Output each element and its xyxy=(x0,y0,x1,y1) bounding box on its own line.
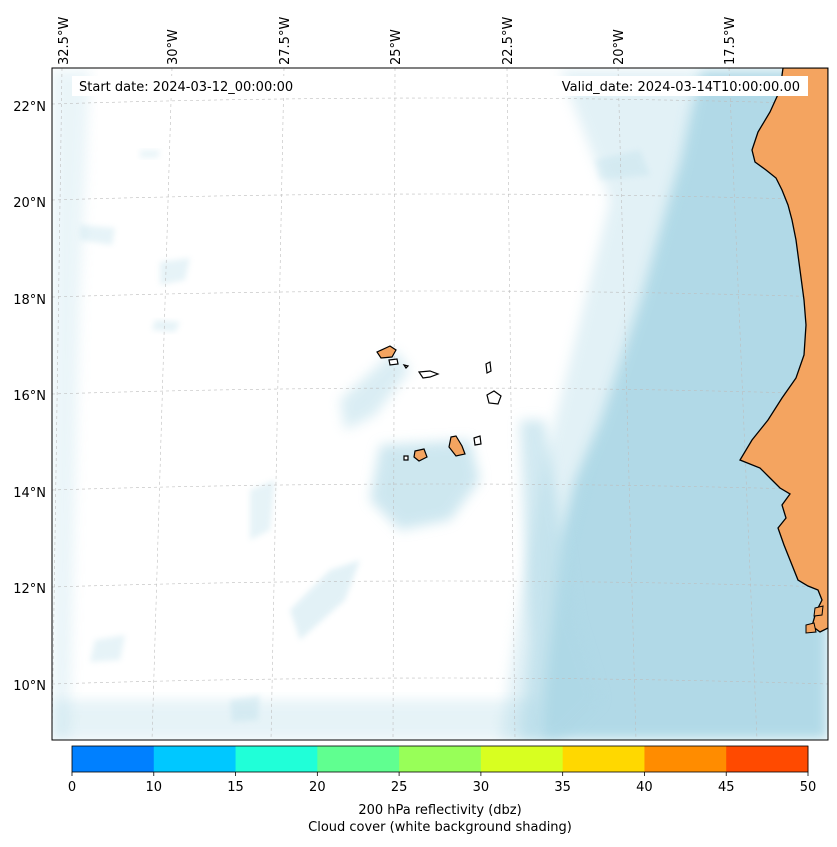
colorbar-outline xyxy=(71,745,809,773)
colorbar-tick-label: 35 xyxy=(554,780,571,795)
colorbar-tick-label: 30 xyxy=(473,780,490,795)
lon-label: 17.5°W xyxy=(723,17,738,65)
colorbar-label: 200 hPa reflectivity (dbz) xyxy=(358,803,521,818)
map-border xyxy=(51,67,829,741)
cloud-plume-northwest xyxy=(340,350,410,430)
lon-label: 22.5°W xyxy=(501,17,516,65)
island-sao-nicolau xyxy=(417,370,440,379)
lat-label: 10°N xyxy=(13,679,46,694)
africa-coast-island-1 xyxy=(813,605,824,617)
colorbar-tick-label: 50 xyxy=(800,780,817,795)
island-boa-vista xyxy=(486,390,502,405)
colorbar-tick-label: 20 xyxy=(309,780,326,795)
cloud-cover-shading xyxy=(52,70,828,740)
lat-label: 20°N xyxy=(13,196,46,211)
colorbar-segment xyxy=(562,746,645,772)
lat-label: 12°N xyxy=(13,582,46,597)
colorbar-tick-label: 10 xyxy=(146,780,163,795)
colorbar-segment xyxy=(317,746,400,772)
start-date-text: Start date: 2024-03-12_00:00:00 xyxy=(79,80,293,95)
lon-label: 30°W xyxy=(166,29,181,65)
lon-label: 20°W xyxy=(612,29,627,65)
colorbar-sublabel: Cloud cover (white background shading) xyxy=(308,820,572,835)
graticule xyxy=(52,68,828,740)
island-santo-antao xyxy=(376,345,397,359)
africa-coast-island-2 xyxy=(805,622,817,634)
lon-label: 32.5°W xyxy=(57,17,72,65)
island-santiago xyxy=(448,435,466,457)
lat-label: 16°N xyxy=(13,389,46,404)
cloud-patch-3 xyxy=(152,320,180,332)
cloud-patch-9 xyxy=(595,150,650,180)
colorbar-segment xyxy=(644,746,727,772)
island-sao-vicente xyxy=(388,358,399,366)
colorbar: 0 10 15 20 25 30 35 40 45 50 200 hPa reflectivity… xyxy=(68,745,816,835)
start-date-box: Start date: 2024-03-12_00:00:00 xyxy=(72,76,316,96)
longitude-labels: 32.5°W 30°W 27.5°W 25°W 22.5°W 20°W 17.5… xyxy=(57,17,738,65)
cloud-patch-7 xyxy=(230,695,260,722)
valid-date-text: Valid_date: 2024-03-14T10:00:00.00 xyxy=(562,80,800,95)
lat-label: 18°N xyxy=(13,293,46,308)
lat-label: 22°N xyxy=(13,100,46,115)
valid-date-box: Valid_date: 2024-03-14T10:00:00.00 xyxy=(538,76,808,96)
cloud-patch-6 xyxy=(90,635,125,662)
colorbar-segment xyxy=(726,746,809,772)
island-fogo xyxy=(413,448,428,462)
cloud-streak-south xyxy=(520,420,600,740)
lon-label: 27.5°W xyxy=(278,17,293,65)
africa-landmass xyxy=(739,68,828,633)
island-sal xyxy=(485,361,492,374)
colorbar-segment xyxy=(72,746,155,772)
cloud-patch-5 xyxy=(290,560,360,640)
colorbar-tick-label: 15 xyxy=(227,780,244,795)
colorbar-segment xyxy=(399,746,482,772)
island-brava xyxy=(403,455,409,461)
cloud-south-strip xyxy=(52,700,540,740)
island-maio xyxy=(473,435,482,446)
latitude-labels: 22°N 20°N 18°N 16°N 14°N 12°N 10°N xyxy=(13,100,46,694)
lon-label: 25°W xyxy=(389,29,404,65)
cloud-around-islands xyxy=(370,440,480,530)
lat-label: 14°N xyxy=(13,486,46,501)
cloud-patch-8 xyxy=(140,150,160,158)
map-panel xyxy=(52,68,828,740)
colorbar-tick-label: 40 xyxy=(636,780,653,795)
colorbar-segments xyxy=(72,746,809,772)
colorbar-segment xyxy=(153,746,237,772)
cloud-patch-1 xyxy=(80,225,115,245)
cloud-patch-4 xyxy=(250,480,275,540)
cloud-band-east xyxy=(540,70,828,740)
cloud-patch-2 xyxy=(160,258,190,285)
colorbar-segment xyxy=(235,746,318,772)
colorbar-segment xyxy=(480,746,564,772)
island-santa-luzia xyxy=(402,364,410,369)
cape-verde-islands xyxy=(376,345,502,462)
colorbar-ticks: 0 10 15 20 25 30 35 40 45 50 xyxy=(68,772,816,795)
colorbar-tick-label: 0 xyxy=(68,780,76,795)
colorbar-tick-label: 45 xyxy=(718,780,735,795)
colorbar-tick-label: 25 xyxy=(391,780,408,795)
